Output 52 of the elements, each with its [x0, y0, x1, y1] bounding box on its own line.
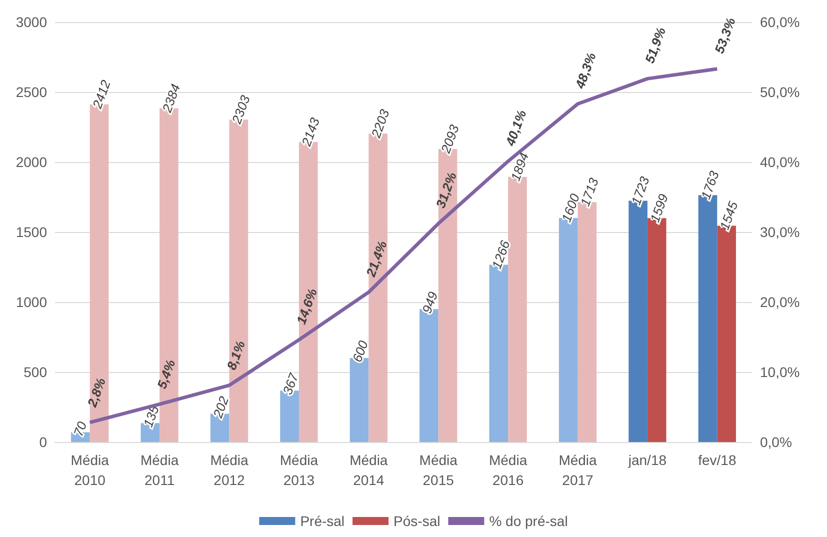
- y2-tick-label: 20,0%: [760, 294, 800, 310]
- data-label: 31,2%: [432, 170, 460, 210]
- data-label: 2093: [438, 122, 462, 156]
- data-label: 1545: [716, 198, 742, 232]
- y-tick-label: 2500: [16, 84, 48, 100]
- data-label: 70: [70, 418, 90, 438]
- legend-label: % do pré-sal: [489, 513, 568, 529]
- data-label: 5,4%: [154, 357, 178, 391]
- y2-tick-label: 50,0%: [760, 84, 800, 100]
- x-tick-label: fev/18: [698, 452, 736, 468]
- y-tick-label: 500: [24, 364, 48, 380]
- data-label: 40,1%: [502, 108, 530, 149]
- data-label: 2384: [158, 82, 184, 116]
- data-label: 14,6%: [293, 286, 320, 326]
- y2-tick-label: 60,0%: [760, 14, 800, 30]
- y2-tick-label: 10,0%: [760, 364, 800, 380]
- data-label: 48,3%: [572, 50, 600, 92]
- x-tick-label: Média 2012: [210, 452, 249, 488]
- data-label: 949: [419, 290, 441, 316]
- x-tick-label: Média 2013: [280, 452, 318, 488]
- y-tick-label: 0: [39, 434, 48, 450]
- data-label: 2203: [368, 106, 393, 141]
- data-label: 2412: [89, 77, 114, 112]
- data-label: 1266: [488, 238, 514, 271]
- data-label: 2,8%: [84, 375, 109, 410]
- y-tick-label: 2000: [16, 154, 48, 170]
- x-tick-label: Média 2015: [419, 452, 458, 488]
- x-tick-label: Média 2016: [488, 452, 528, 488]
- data-label: 2303: [228, 92, 254, 127]
- y-tick-label: 1500: [16, 224, 48, 240]
- x-tick-label: Média 2014: [350, 452, 388, 488]
- data-label: 1763: [698, 168, 722, 202]
- data-label: 21,4%: [362, 238, 390, 280]
- x-tick-label: jan/18: [627, 452, 667, 468]
- data-label: 8,1%: [224, 338, 248, 372]
- data-label: 53,3%: [712, 15, 738, 56]
- data-label: 1894: [508, 150, 532, 183]
- data-label: 51,9%: [642, 25, 669, 66]
- y2-tick-label: 30,0%: [760, 224, 800, 240]
- x-tick-label: Média 2010: [70, 452, 110, 488]
- y-tick-label: 3000: [16, 14, 48, 30]
- data-label: 367: [280, 370, 302, 397]
- y-tick-label: 1000: [16, 294, 48, 310]
- x-tick-label: Média 2011: [140, 452, 179, 488]
- x-tick-label: Média 2017: [558, 452, 598, 488]
- legend-label: Pós-sal: [394, 513, 440, 529]
- y2-tick-label: 40,0%: [760, 154, 800, 170]
- data-label: 202: [210, 394, 232, 421]
- legend-label: Pré-sal: [300, 513, 345, 529]
- data-label: 2143: [298, 115, 323, 149]
- data-label: 600: [349, 338, 372, 364]
- y2-tick-label: 0,0%: [760, 434, 792, 450]
